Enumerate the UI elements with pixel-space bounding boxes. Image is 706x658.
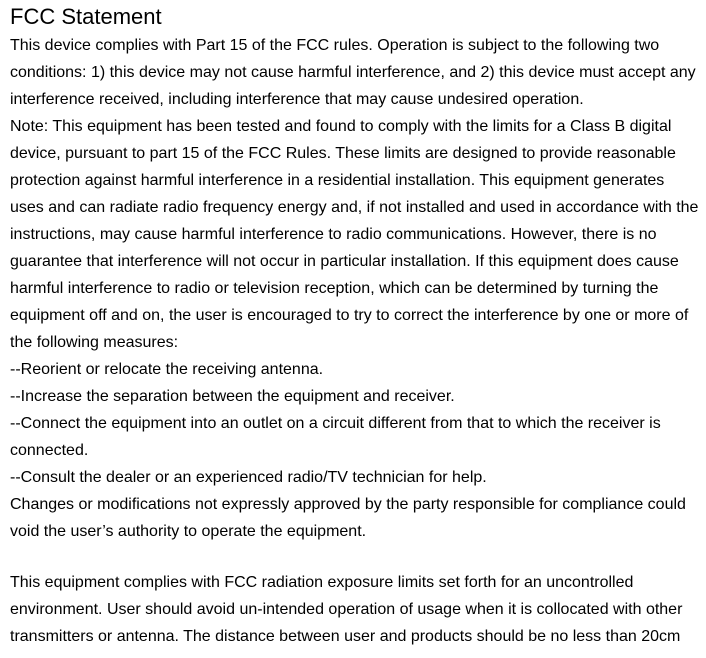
measure-consult: --Consult the dealer or an experienced r… [10, 464, 700, 491]
measure-outlet: --Connect the equipment into an outlet o… [10, 410, 700, 464]
fcc-heading: FCC Statement [10, 4, 700, 30]
compliance-paragraph: This device complies with Part 15 of the… [10, 32, 700, 113]
radiation-exposure-paragraph: This equipment complies with FCC radiati… [10, 569, 700, 650]
paragraph-gap [10, 545, 700, 569]
note-paragraph: Note: This equipment has been tested and… [10, 113, 700, 356]
modifications-paragraph: Changes or modifications not expressly a… [10, 491, 700, 545]
measure-reorient: --Reorient or relocate the receiving ant… [10, 356, 700, 383]
measure-separation: --Increase the separation between the eq… [10, 383, 700, 410]
